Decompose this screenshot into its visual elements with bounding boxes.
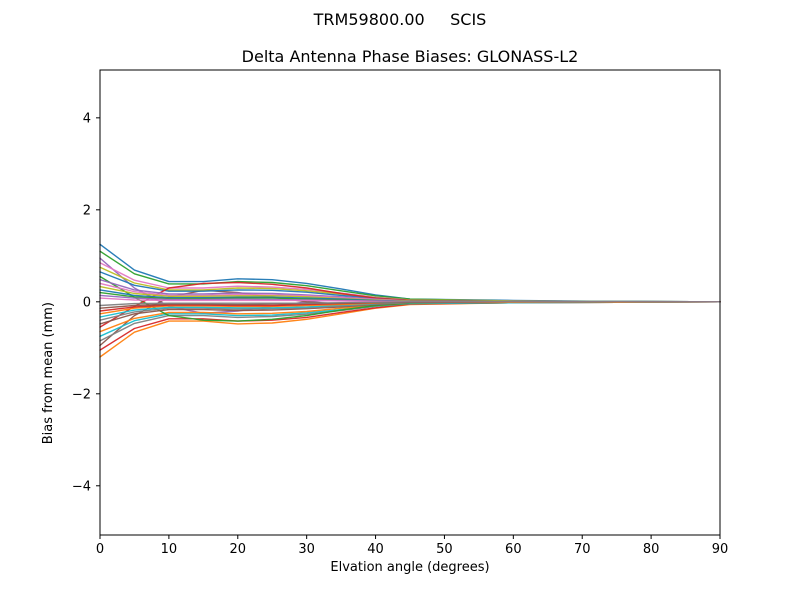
figure-suptitle: TRM59800.00 SCIS <box>313 10 487 29</box>
axes-spines <box>99 69 721 536</box>
x-tick-label: 20 <box>230 542 247 557</box>
x-tick-label: 50 <box>436 542 453 557</box>
y-tick-label: 0 <box>83 295 91 310</box>
x-tick-label: 60 <box>505 542 522 557</box>
series-line <box>99 301 721 307</box>
x-tick-label: 70 <box>574 542 591 557</box>
x-tick-label: 0 <box>96 542 104 557</box>
y-tick-label: −2 <box>72 387 91 402</box>
x-tick-label: 30 <box>298 542 315 557</box>
x-axis-label: Elvation angle (degrees) <box>330 560 490 575</box>
x-tick-label: 80 <box>643 542 660 557</box>
x-tick-label: 40 <box>367 542 384 557</box>
axes-title: Delta Antenna Phase Biases: GLONASS-L2 <box>241 47 579 66</box>
y-tick-label: 2 <box>83 203 91 218</box>
x-tick-label: 90 <box>712 542 729 557</box>
y-tick-label: −4 <box>72 479 91 494</box>
x-tick-label: 10 <box>161 542 178 557</box>
y-tick-label: 4 <box>83 111 91 126</box>
series-line <box>99 243 721 303</box>
